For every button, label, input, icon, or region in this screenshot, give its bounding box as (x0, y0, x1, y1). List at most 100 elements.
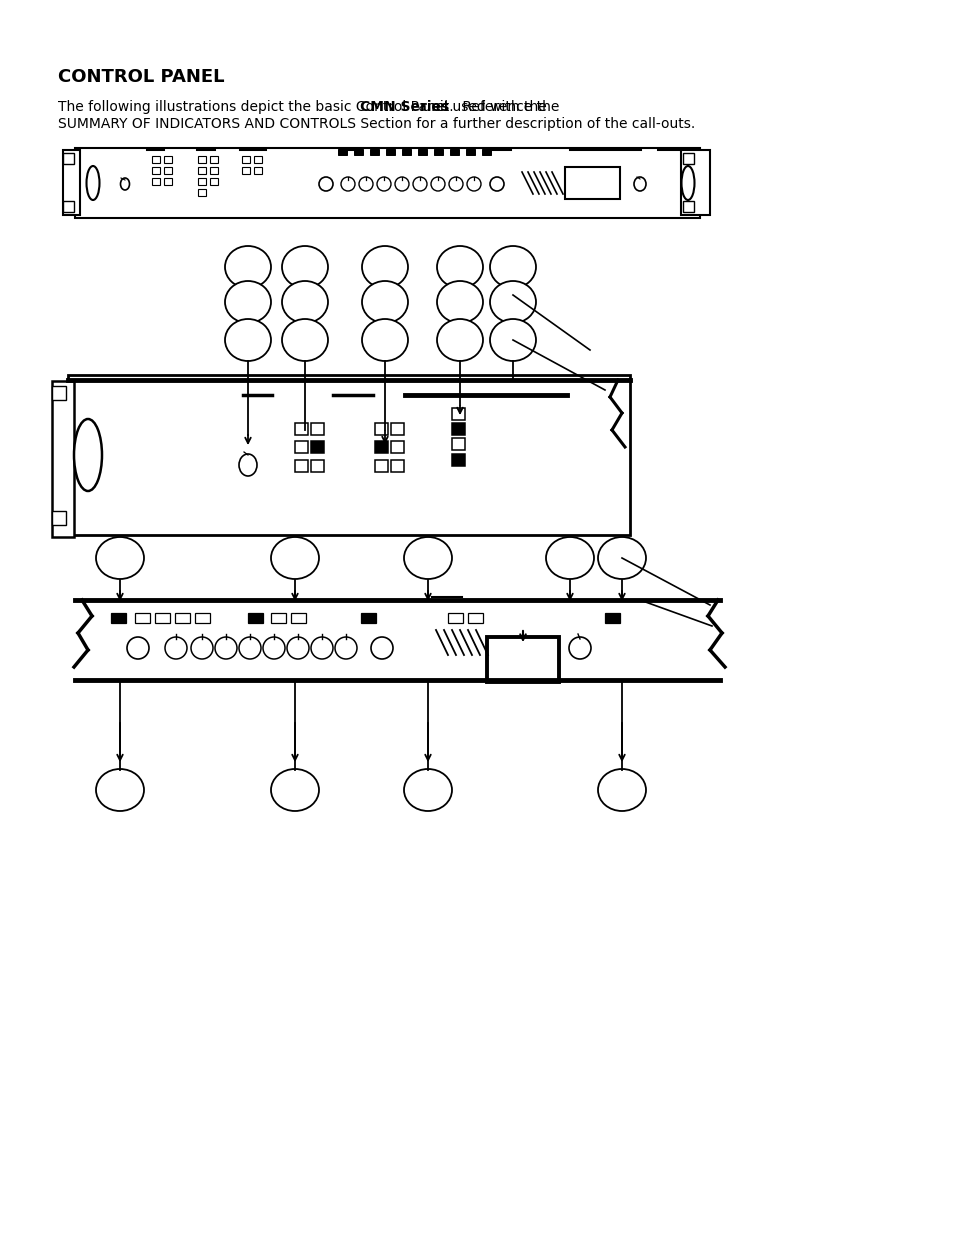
Text: CONTROL PANEL: CONTROL PANEL (58, 68, 224, 86)
Ellipse shape (87, 165, 99, 200)
Ellipse shape (282, 282, 328, 324)
Ellipse shape (490, 319, 536, 361)
Ellipse shape (282, 319, 328, 361)
Ellipse shape (431, 177, 444, 191)
Bar (486, 637, 558, 682)
Bar (68, 375, 629, 535)
Bar (210, 156, 218, 163)
Bar (242, 156, 250, 163)
Ellipse shape (311, 637, 333, 659)
Bar (564, 167, 619, 199)
Bar (248, 613, 263, 622)
Bar (174, 613, 190, 622)
Bar (370, 149, 378, 156)
Ellipse shape (239, 454, 256, 475)
Ellipse shape (490, 246, 536, 288)
Ellipse shape (263, 637, 285, 659)
Ellipse shape (127, 637, 149, 659)
Bar (468, 613, 482, 622)
Bar (417, 149, 427, 156)
Ellipse shape (361, 319, 408, 361)
Bar (164, 156, 172, 163)
Ellipse shape (358, 177, 373, 191)
Ellipse shape (436, 282, 482, 324)
Bar (682, 201, 693, 212)
Bar (452, 424, 464, 435)
Bar (450, 149, 458, 156)
Bar (198, 178, 206, 185)
Ellipse shape (165, 637, 187, 659)
Ellipse shape (239, 637, 261, 659)
Bar (152, 156, 160, 163)
Ellipse shape (568, 637, 590, 659)
Ellipse shape (340, 177, 355, 191)
Ellipse shape (545, 537, 594, 579)
Ellipse shape (467, 177, 480, 191)
Text: The following illustrations depict the basic Control Panel used with the: The following illustrations depict the b… (58, 100, 551, 114)
Bar (401, 149, 411, 156)
Ellipse shape (191, 637, 213, 659)
Bar (360, 613, 375, 622)
Ellipse shape (449, 177, 462, 191)
Bar (152, 178, 160, 185)
Ellipse shape (96, 769, 144, 811)
Bar (311, 441, 324, 453)
Bar (311, 459, 324, 472)
Bar (52, 387, 66, 400)
Bar (452, 438, 464, 450)
Bar (210, 167, 218, 174)
Bar (164, 178, 172, 185)
Text: SUMMARY OF INDICATORS AND CONTROLS Section for a further description of the call: SUMMARY OF INDICATORS AND CONTROLS Secti… (58, 117, 695, 131)
Bar (452, 454, 464, 466)
Bar (682, 153, 693, 164)
Bar (465, 149, 475, 156)
Ellipse shape (680, 165, 694, 200)
Ellipse shape (598, 769, 645, 811)
Ellipse shape (225, 282, 271, 324)
Ellipse shape (371, 637, 393, 659)
Ellipse shape (598, 537, 645, 579)
Bar (375, 424, 388, 435)
Bar (448, 613, 462, 622)
Bar (354, 149, 363, 156)
Bar (198, 189, 206, 196)
Ellipse shape (335, 637, 356, 659)
Ellipse shape (361, 282, 408, 324)
Text: unit.  Reference the: unit. Reference the (417, 100, 558, 114)
Bar (294, 424, 308, 435)
Ellipse shape (225, 246, 271, 288)
Ellipse shape (490, 282, 536, 324)
Bar (75, 148, 700, 219)
Bar (271, 613, 286, 622)
Ellipse shape (120, 178, 130, 190)
Bar (391, 441, 403, 453)
Bar (452, 408, 464, 420)
Ellipse shape (436, 319, 482, 361)
Ellipse shape (318, 177, 333, 191)
Ellipse shape (74, 419, 102, 492)
Bar (375, 441, 388, 453)
Ellipse shape (271, 537, 318, 579)
Ellipse shape (287, 637, 309, 659)
Bar (294, 459, 308, 472)
Text: CMN Series: CMN Series (359, 100, 449, 114)
Bar (294, 441, 308, 453)
Bar (198, 156, 206, 163)
Bar (63, 201, 74, 212)
Ellipse shape (282, 246, 328, 288)
Ellipse shape (436, 246, 482, 288)
Ellipse shape (361, 246, 408, 288)
Bar (391, 424, 403, 435)
Ellipse shape (214, 637, 236, 659)
Bar (242, 167, 250, 174)
Bar (337, 149, 347, 156)
Bar (311, 424, 324, 435)
Ellipse shape (271, 769, 318, 811)
Bar (152, 167, 160, 174)
Bar (210, 178, 218, 185)
Bar (135, 613, 150, 622)
Bar (63, 153, 74, 164)
Bar (164, 167, 172, 174)
Bar (291, 613, 306, 622)
Bar (253, 156, 262, 163)
